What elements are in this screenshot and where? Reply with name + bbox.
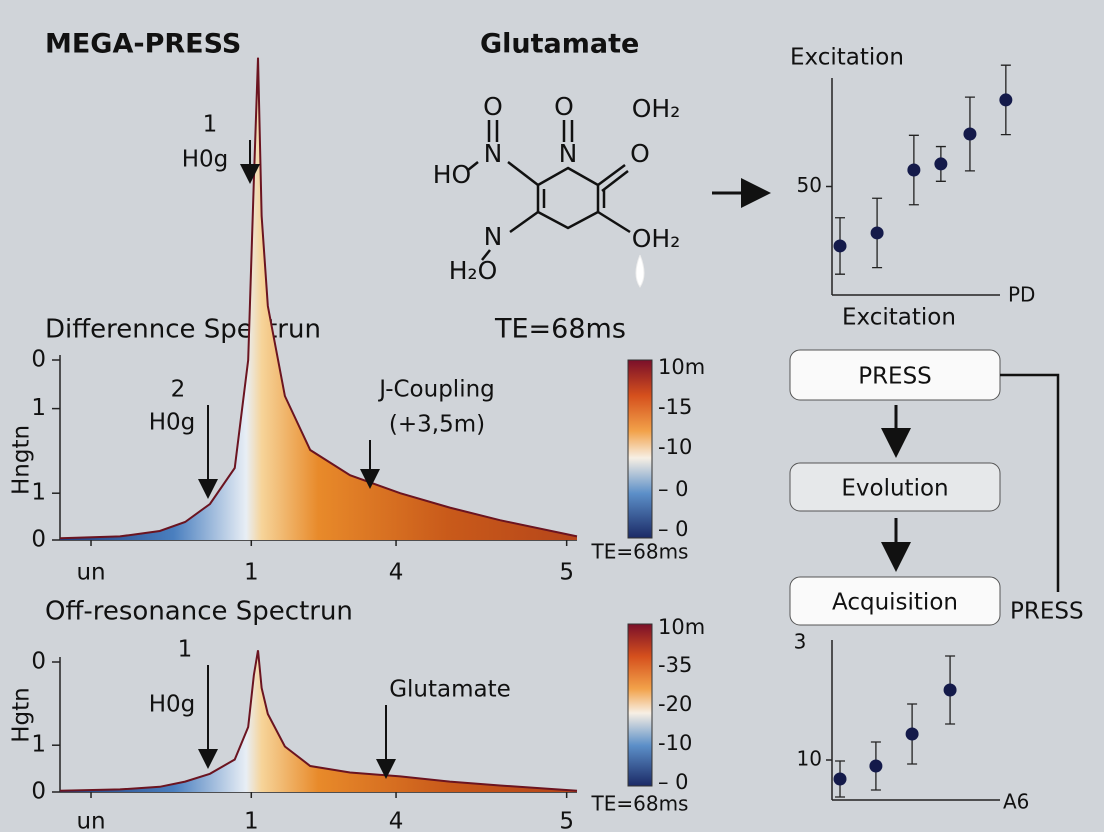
y-tick-label: 1 bbox=[31, 480, 46, 506]
y-tick-label: 0 bbox=[31, 527, 46, 553]
annotation: J-Coupling bbox=[377, 377, 495, 403]
x-tick-label: 5 bbox=[559, 809, 574, 832]
annotation: 2 bbox=[171, 377, 186, 403]
data-point bbox=[905, 727, 919, 741]
flow-box bbox=[789, 462, 1001, 512]
data-point bbox=[934, 157, 948, 171]
x-axis-label: Excitation bbox=[842, 305, 956, 331]
colorbar-label: -20 bbox=[658, 692, 692, 716]
colorbar bbox=[627, 623, 653, 787]
y-tick-label: 1 bbox=[31, 732, 46, 758]
y-tick-label: 0 bbox=[31, 779, 46, 805]
x-tick-label: 5 bbox=[559, 560, 574, 586]
colorbar-label: – 0 bbox=[658, 477, 689, 501]
data-point bbox=[907, 163, 921, 177]
molecule-bonds bbox=[467, 120, 631, 261]
colorbar-label: – 0 bbox=[658, 770, 689, 794]
annotation: H0g bbox=[149, 692, 196, 718]
x-tick-label: 1 bbox=[244, 560, 259, 586]
data-point bbox=[963, 127, 977, 141]
colorbar-caption: TE=68ms bbox=[591, 792, 689, 816]
y-axis-label: Hngtn bbox=[9, 425, 35, 495]
x-end-label: PD bbox=[1008, 283, 1035, 307]
spectrum-area bbox=[60, 57, 577, 540]
annotation: (+3,5m) bbox=[389, 412, 485, 438]
data-point bbox=[943, 683, 957, 697]
colorbar-caption: TE=68ms bbox=[591, 540, 689, 564]
y-tick-label: 10 bbox=[797, 747, 822, 771]
x-tick-label: 1 bbox=[244, 809, 259, 832]
atom-label: O bbox=[630, 139, 650, 168]
data-point bbox=[869, 759, 883, 773]
y-tick-label: 0 bbox=[31, 347, 46, 373]
flow-box bbox=[789, 576, 1001, 626]
flow-step: Acquisition bbox=[832, 590, 958, 616]
title: MEGA-PRESS bbox=[45, 29, 241, 60]
annotation: 1 bbox=[203, 112, 218, 138]
colorbar-label: -10 bbox=[658, 731, 692, 755]
atom-label: O bbox=[483, 92, 503, 121]
molecule-title: Glutamate bbox=[480, 29, 639, 60]
flow-step: PRESS bbox=[858, 364, 932, 390]
colorbar-label: -15 bbox=[658, 395, 692, 419]
atom-label: O bbox=[554, 92, 574, 121]
atom-label: HO bbox=[433, 160, 471, 189]
te-note: TE=68ms bbox=[494, 314, 626, 345]
atom-label: N bbox=[484, 139, 503, 168]
chart-title: Off-resonance Spectrun bbox=[45, 597, 353, 627]
annotation: Glutamate bbox=[389, 677, 511, 703]
x-end-label: A6 bbox=[1003, 790, 1029, 814]
spectrum-area bbox=[60, 650, 577, 792]
data-point bbox=[833, 239, 847, 253]
y-tick-label: 1 bbox=[31, 395, 46, 421]
x-tick-label: 4 bbox=[389, 809, 404, 832]
colorbar-label: -10 bbox=[658, 435, 692, 459]
colorbar-label: – 0 bbox=[658, 517, 689, 541]
atom-label: N bbox=[484, 222, 503, 251]
chart-title: Excitation bbox=[790, 45, 904, 71]
flow-connector bbox=[1000, 373, 1060, 592]
annotation: H0g bbox=[149, 410, 196, 436]
flow-side-label: PRESS bbox=[1010, 599, 1084, 625]
y-tick-label: 0 bbox=[31, 649, 46, 675]
spectrum-line bbox=[59, 650, 578, 792]
y-top-label: 3 bbox=[794, 630, 807, 654]
x-tick-label: un bbox=[76, 809, 105, 832]
chart-title: Differennce Spectrun bbox=[45, 315, 321, 345]
atom-label: OH₂ bbox=[632, 94, 681, 123]
colorbar bbox=[627, 359, 653, 539]
atom-label: OH₂ bbox=[632, 224, 681, 253]
molecule-mark bbox=[635, 254, 645, 288]
colorbar-label: 10m bbox=[658, 355, 705, 379]
spectrum-line bbox=[59, 57, 578, 540]
colorbar-label: -35 bbox=[658, 653, 692, 677]
colorbar-label: 10m bbox=[658, 615, 705, 639]
flow: PRESS Evolution Acquisition PRESS bbox=[789, 349, 1084, 626]
data-point bbox=[833, 772, 847, 786]
x-tick-label: un bbox=[76, 560, 105, 586]
flow-step: Evolution bbox=[841, 476, 948, 502]
annotation: 1 bbox=[178, 637, 193, 663]
y-tick-label: 50 bbox=[797, 173, 822, 197]
annotation: H0g bbox=[182, 147, 229, 173]
atom-label: N bbox=[559, 139, 578, 168]
x-tick-label: 4 bbox=[389, 560, 404, 586]
data-point bbox=[999, 93, 1013, 107]
y-axis-label: Hgtn bbox=[9, 687, 35, 743]
data-point bbox=[870, 226, 884, 240]
atom-label: H₂O bbox=[449, 256, 498, 285]
